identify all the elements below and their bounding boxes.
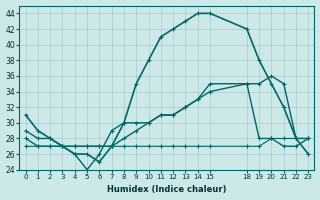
X-axis label: Humidex (Indice chaleur): Humidex (Indice chaleur) <box>107 185 227 194</box>
